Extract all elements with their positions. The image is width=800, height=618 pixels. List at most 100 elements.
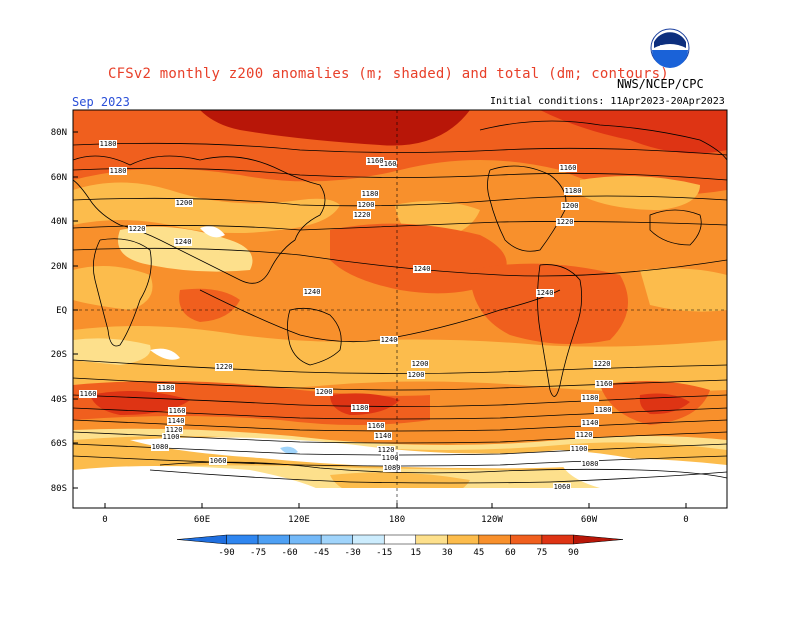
colorbar-tick-label: -60 <box>281 548 297 558</box>
svg-text:1200: 1200 <box>316 388 333 396</box>
coastlines <box>73 120 727 479</box>
colorbar-swatch <box>352 534 385 545</box>
svg-text:1160: 1160 <box>560 164 577 172</box>
anomaly-region <box>73 182 340 234</box>
colorbar-tick-label: -30 <box>345 548 361 558</box>
latitude-label: 20S <box>51 350 67 360</box>
anomaly-region <box>118 226 253 272</box>
grid-lines <box>73 110 727 508</box>
contour-label: 1160 <box>168 407 186 415</box>
svg-text:1120: 1120 <box>378 446 395 454</box>
contour-label: 1160 <box>379 160 397 168</box>
initial-conditions: Initial conditions: 11Apr2023-20Apr2023 <box>490 96 725 107</box>
colorbar-tick-label: -15 <box>376 548 392 558</box>
anomaly-region <box>200 226 225 238</box>
colorbar-tick-label: 90 <box>568 548 579 558</box>
colorbar-swatch <box>478 534 511 545</box>
svg-text:1120: 1120 <box>576 431 593 439</box>
colorbar-tick-label: -90 <box>218 548 234 558</box>
contour-label: 1180 <box>581 394 599 402</box>
longitude-label: 0 <box>102 515 107 525</box>
contour-label: 1240 <box>303 288 321 296</box>
latitude-label: 80S <box>51 484 67 494</box>
latitude-label: 20N <box>51 262 67 272</box>
contour-label: 1100 <box>381 454 399 462</box>
svg-text:1140: 1140 <box>375 432 392 440</box>
svg-text:1140: 1140 <box>582 419 599 427</box>
logo-text: NOAA <box>660 45 681 52</box>
svg-text:1240: 1240 <box>381 336 398 344</box>
forecast-month: Sep 2023 <box>72 95 130 109</box>
anomaly-region <box>73 266 153 310</box>
contour-label: 1200 <box>357 201 375 209</box>
longitude-label: 60E <box>194 515 210 525</box>
anomaly-region <box>580 176 700 210</box>
colorbar-swatch <box>447 534 480 545</box>
latitude-label: 60S <box>51 439 67 449</box>
contour-label: 1220 <box>128 225 146 233</box>
agency-label: NWS/NCEP/CPC <box>617 77 704 91</box>
contour-label: 1180 <box>564 187 582 195</box>
contour-label: 1180 <box>99 140 117 148</box>
colorbar-tick-label: 45 <box>473 548 484 558</box>
svg-text:1180: 1180 <box>582 394 599 402</box>
contour-label: 1080 <box>151 443 169 451</box>
contour-label: 1120 <box>377 446 395 454</box>
latitude-label: 40N <box>51 217 67 227</box>
svg-text:1240: 1240 <box>537 289 554 297</box>
noaa-logo: NOAA <box>650 28 690 72</box>
contour-label: 1180 <box>361 190 379 198</box>
colorbar-swatch <box>257 534 290 545</box>
svg-text:1180: 1180 <box>100 140 117 148</box>
svg-text:1100: 1100 <box>163 433 180 441</box>
anomaly-region <box>540 110 727 154</box>
latitude-label: 80N <box>51 128 67 138</box>
contour-label: 1160 <box>367 422 385 430</box>
contour-label: 1160 <box>366 157 384 165</box>
svg-text:1200: 1200 <box>176 199 193 207</box>
svg-text:1220: 1220 <box>216 363 233 371</box>
contour-label: 1200 <box>411 360 429 368</box>
anomaly-shading: 1180 1180 1200 1220 1240 1160 1180 1200 1220 1240… <box>73 110 727 508</box>
contour-label: 1220 <box>593 360 611 368</box>
longitude-label: 120E <box>288 515 310 525</box>
anomaly-region <box>73 338 151 365</box>
colorbar-swatch <box>573 534 624 545</box>
colorbar-tick-label: 15 <box>410 548 421 558</box>
contour-label: 1200 <box>175 199 193 207</box>
anomaly-region <box>73 466 320 493</box>
contour-label: 1160 <box>559 164 577 172</box>
svg-text:1160: 1160 <box>169 407 186 415</box>
contour-label: 1200 <box>407 371 425 379</box>
svg-text:1240: 1240 <box>304 288 321 296</box>
svg-text:1220: 1220 <box>557 218 574 226</box>
svg-text:1180: 1180 <box>352 404 369 412</box>
contour-label: 1180 <box>109 167 127 175</box>
svg-text:1080: 1080 <box>152 443 169 451</box>
latitude-label: 60N <box>51 173 67 183</box>
svg-text:1200: 1200 <box>358 201 375 209</box>
colorbar: -90 -75 -60 -45 -30 -15 15 30 45 60 75 90 <box>176 534 624 558</box>
longitude-label: 0 <box>683 515 688 525</box>
svg-text:1100: 1100 <box>382 454 399 462</box>
contour-label: 1160 <box>79 390 97 398</box>
svg-text:1160: 1160 <box>380 160 397 168</box>
contour-label: 1200 <box>315 388 333 396</box>
longitude-label: 120W <box>481 515 503 525</box>
colorbar-tick-label: 30 <box>442 548 453 558</box>
contour-labels: 1180 1180 1200 1220 1240 1160 1180 1200 1220 1240… <box>79 140 613 491</box>
svg-text:1160: 1160 <box>80 390 97 398</box>
latitude-label: 40S <box>51 395 67 405</box>
anomaly-region <box>280 446 298 455</box>
contour-label: 1200 <box>561 202 579 210</box>
contour-label: 1140 <box>581 419 599 427</box>
colorbar-swatch <box>320 534 353 545</box>
contour-label: 1080 <box>383 464 401 472</box>
svg-text:1220: 1220 <box>594 360 611 368</box>
svg-text:1220: 1220 <box>129 225 146 233</box>
colorbar-swatch <box>541 534 574 545</box>
latitude-label: EQ <box>56 306 67 316</box>
contour-label: 1100 <box>162 433 180 441</box>
anomaly-region <box>150 348 180 360</box>
contour-label: 1120 <box>165 426 183 434</box>
